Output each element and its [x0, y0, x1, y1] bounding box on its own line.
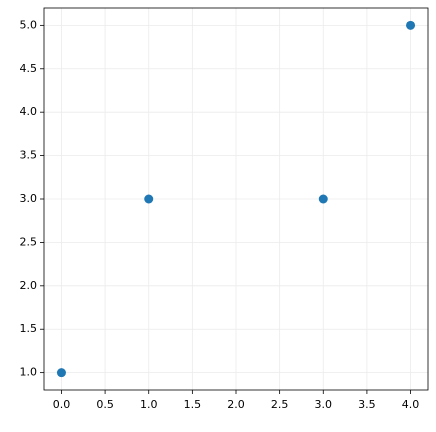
point — [56, 368, 66, 378]
x-tick-label: 4.0 — [402, 398, 420, 411]
y-tick-label: 4.5 — [20, 62, 38, 75]
x-tick-label: 2.0 — [227, 398, 245, 411]
x-tick-label: 0.0 — [53, 398, 71, 411]
point — [318, 194, 328, 204]
y-tick-label: 3.0 — [20, 192, 38, 205]
point — [406, 20, 416, 30]
point — [144, 194, 154, 204]
y-tick-label: 1.0 — [20, 366, 38, 379]
y-tick-label: 2.5 — [20, 235, 38, 248]
x-tick-label: 3.5 — [358, 398, 376, 411]
x-tick-label: 1.5 — [184, 398, 202, 411]
x-tick-label: 1.0 — [140, 398, 158, 411]
y-tick-label: 4.0 — [20, 105, 38, 118]
x-tick-label: 2.5 — [271, 398, 289, 411]
y-tick-label: 2.0 — [20, 279, 38, 292]
x-tick-label: 0.5 — [96, 398, 114, 411]
y-tick-label: 1.5 — [20, 322, 38, 335]
grid-layer — [44, 8, 428, 390]
y-tick-label: 3.5 — [20, 149, 38, 162]
y-tick-label: 5.0 — [20, 18, 38, 31]
x-tick-label: 3.0 — [315, 398, 333, 411]
